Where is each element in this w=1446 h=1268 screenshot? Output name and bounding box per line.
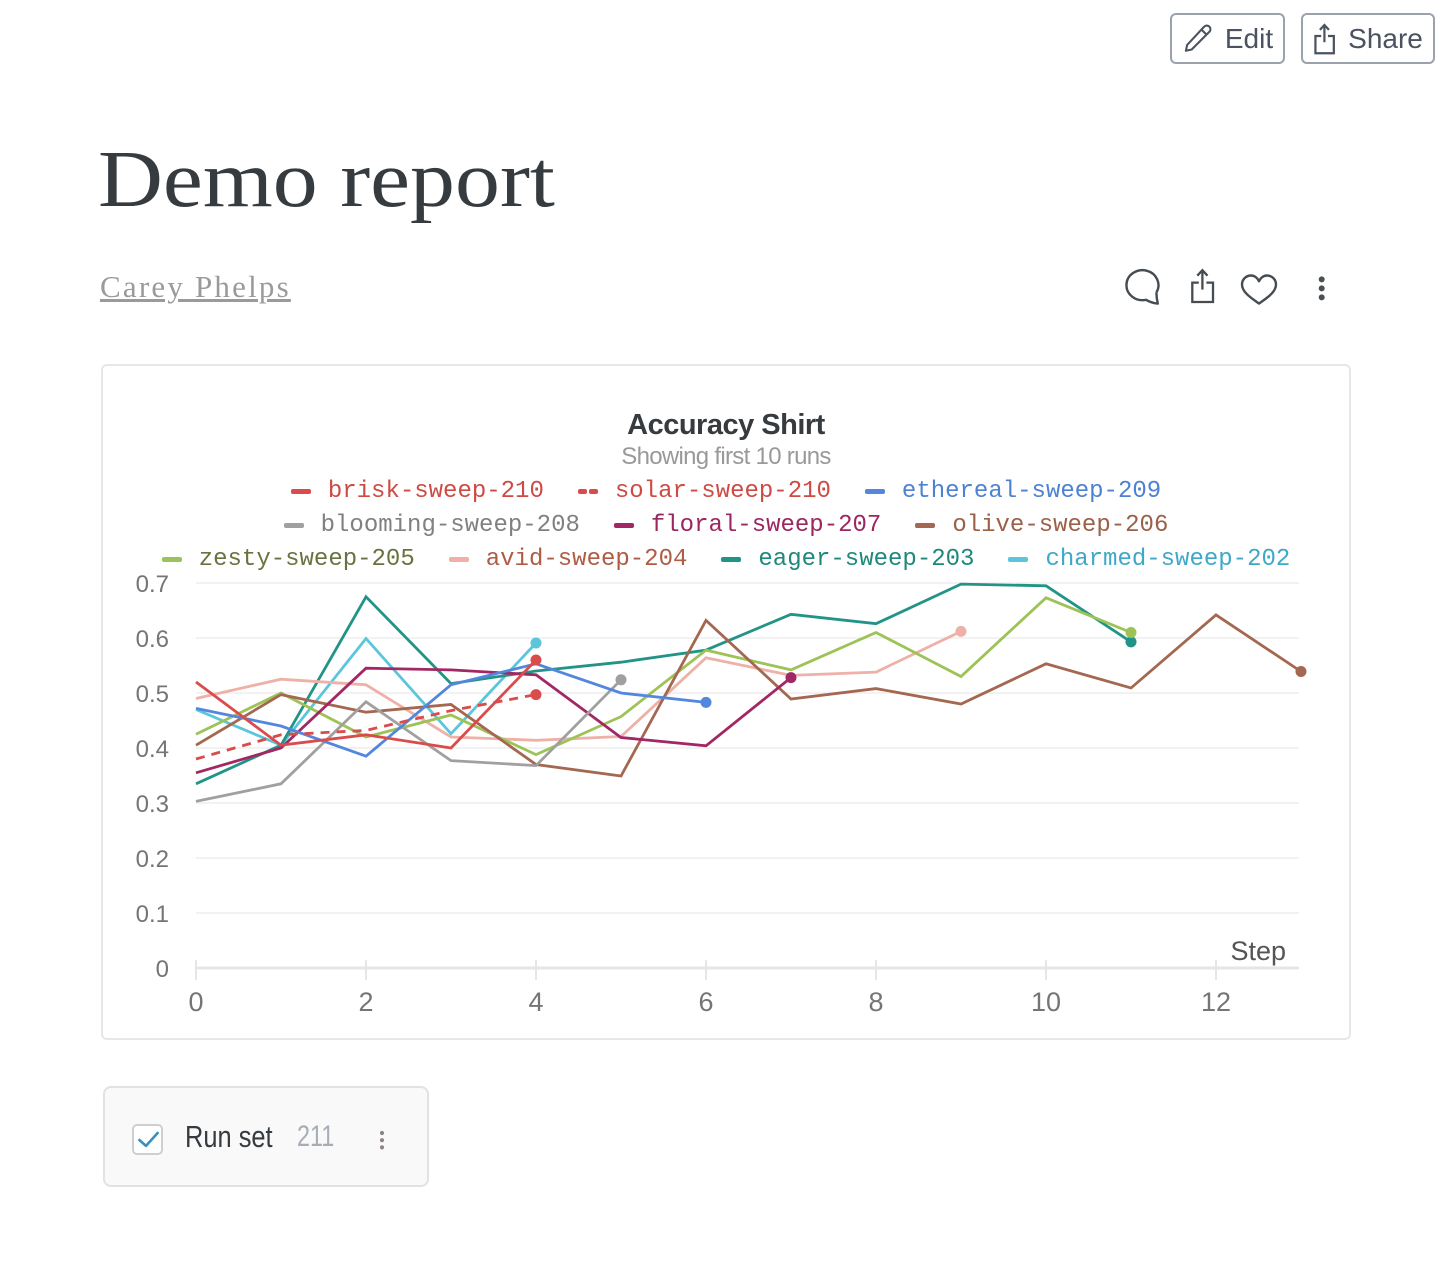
- svg-text:0: 0: [156, 956, 169, 983]
- svg-text:0.4: 0.4: [136, 736, 169, 763]
- svg-text:0.7: 0.7: [136, 571, 169, 598]
- svg-text:0.3: 0.3: [136, 791, 169, 818]
- svg-text:0.1: 0.1: [136, 901, 169, 928]
- svg-text:2: 2: [358, 987, 373, 1017]
- svg-text:0.2: 0.2: [136, 846, 169, 873]
- svg-text:0.5: 0.5: [136, 681, 169, 708]
- svg-text:4: 4: [528, 987, 543, 1017]
- svg-text:8: 8: [868, 987, 883, 1017]
- svg-text:10: 10: [1031, 987, 1061, 1017]
- svg-text:6: 6: [698, 987, 713, 1017]
- svg-text:0: 0: [188, 987, 203, 1017]
- svg-text:0.6: 0.6: [136, 626, 169, 653]
- svg-text:Step: Step: [1230, 936, 1286, 966]
- svg-text:12: 12: [1201, 987, 1231, 1017]
